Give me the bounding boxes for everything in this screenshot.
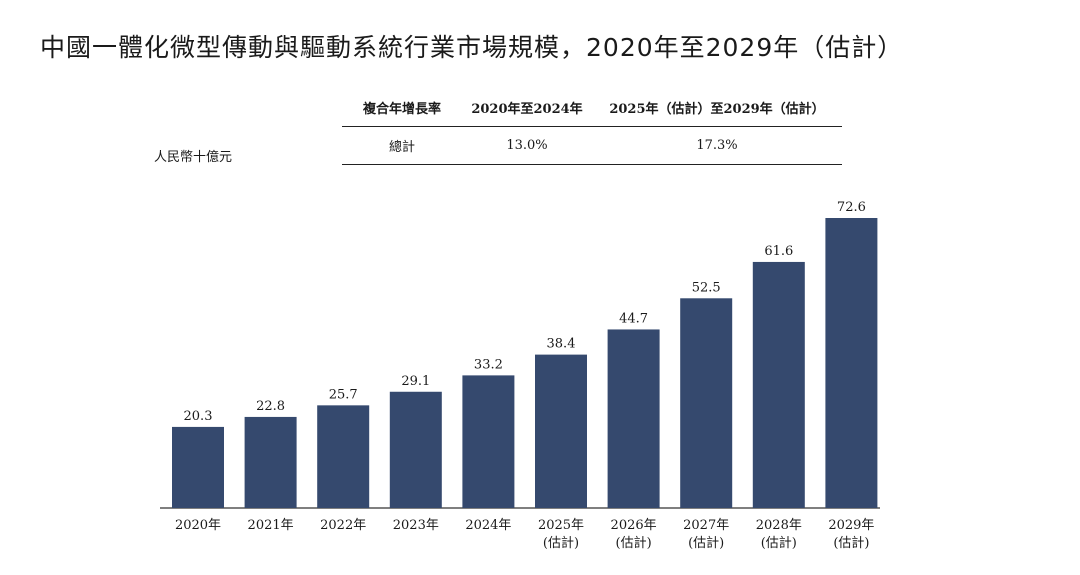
x-tick-sublabel: (估計) [616, 535, 652, 551]
x-tick-label: 2022年 [320, 518, 366, 533]
cagr-total-row: 總計 13.0% 17.3% [342, 126, 842, 165]
bar-2023年 [389, 391, 442, 508]
bar-2026年 [607, 329, 660, 508]
page-title: 中國一體化微型傳動與驅動系統行業市場規模，2020年至2029年（估計） [40, 33, 904, 62]
bar-value-label: 38.4 [547, 337, 576, 352]
bar-2029年 [825, 218, 878, 508]
cagr-value-period-2: 17.3% [592, 126, 842, 165]
bar-value-label: 72.6 [837, 200, 866, 215]
x-tick-label: 2025年 [538, 518, 584, 533]
x-tick-sublabel: (估計) [543, 535, 579, 551]
cagr-row-label: 總計 [342, 126, 462, 165]
bar-value-label: 61.6 [764, 244, 793, 259]
bar-2021年 [244, 416, 297, 508]
cagr-value-period-1: 13.0% [462, 126, 592, 165]
x-tick-label: 2027年 [683, 518, 729, 533]
x-tick-label: 2021年 [248, 518, 294, 533]
x-tick-sublabel: (估計) [688, 535, 724, 551]
bar-2024年 [462, 375, 515, 508]
x-tick-label: 2023年 [393, 518, 439, 533]
cagr-header-row: 複合年增長率 2020年至2024年 2025年（估計）至2029年（估計） [342, 89, 842, 127]
cagr-header-period-2: 2025年（估計）至2029年（估計） [592, 89, 842, 127]
bar-value-label: 29.1 [401, 374, 430, 389]
bar-value-label: 22.8 [256, 399, 285, 414]
cagr-table: 複合年增長率 2020年至2024年 2025年（估計）至2029年（估計） 總… [342, 89, 842, 165]
bar-value-label: 20.3 [184, 409, 213, 424]
x-tick-label: 2028年 [756, 518, 802, 533]
x-tick-label: 2029年 [828, 518, 874, 533]
bar-value-label: 52.5 [692, 280, 721, 295]
x-tick-label: 2020年 [175, 518, 221, 533]
x-tick-label: 2024年 [465, 518, 511, 533]
bar-value-label: 25.7 [329, 387, 358, 402]
bar-2022年 [317, 405, 370, 508]
bar-2028年 [752, 261, 805, 508]
bar-2027年 [680, 298, 733, 508]
x-tick-sublabel: (估計) [833, 535, 869, 551]
bar-value-label: 33.2 [474, 357, 503, 372]
bar-2025年 [535, 354, 587, 508]
x-tick-sublabel: (估計) [761, 535, 797, 551]
x-tick-label: 2026年 [611, 518, 657, 533]
cagr-header-label: 複合年增長率 [342, 89, 462, 127]
bar-value-label: 44.7 [619, 311, 648, 326]
cagr-header-period-1: 2020年至2024年 [462, 89, 592, 127]
bar-2020年 [172, 426, 224, 508]
unit-label: 人民幣十億元 [154, 150, 233, 165]
